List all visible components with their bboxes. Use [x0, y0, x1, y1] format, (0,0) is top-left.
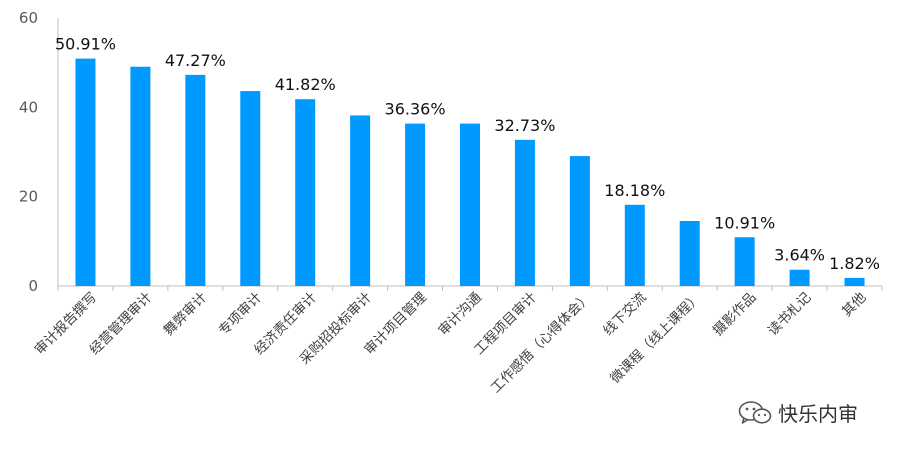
category-label: 读书札记 [765, 290, 814, 339]
y-tick-label: 0 [28, 277, 38, 295]
watermark-text: 快乐内审 [778, 402, 858, 426]
bar [844, 277, 865, 286]
data-label: 18.18% [604, 181, 665, 200]
data-label: 47.27% [165, 51, 226, 70]
y-tick-label: 60 [19, 9, 38, 27]
data-label: 41.82% [275, 75, 336, 94]
data-label: 32.73% [494, 116, 555, 135]
bar [569, 156, 590, 286]
bar [130, 66, 151, 287]
y-tick-label: 40 [19, 98, 38, 116]
bar [514, 139, 535, 286]
bar [734, 237, 755, 286]
bar [405, 123, 426, 286]
bar [679, 221, 700, 286]
data-label: 10.91% [714, 213, 775, 232]
bar [624, 204, 645, 286]
y-tick-label: 20 [19, 188, 38, 206]
category-label: 专项审计 [216, 290, 265, 339]
category-label: 线下交流 [599, 288, 650, 339]
data-label: 50.91% [55, 35, 116, 54]
watermark: 快乐内审 [738, 398, 858, 427]
category-label: 审计沟通 [435, 289, 485, 339]
bar [460, 123, 480, 286]
bar [350, 115, 371, 286]
bar [295, 99, 316, 286]
data-label: 3.64% [774, 246, 825, 265]
data-label: 36.36% [385, 100, 446, 119]
bar [185, 74, 206, 287]
category-label: 工作感悟（心得体会） [487, 289, 594, 396]
bar [789, 269, 810, 286]
data-label: 1.82% [829, 254, 880, 273]
wechat-icon [738, 400, 772, 424]
category-label: 其他 [839, 290, 869, 320]
category-label: 微课程（线上课程） [607, 290, 704, 387]
bar [240, 91, 261, 286]
category-label: 摄影作品 [710, 290, 759, 339]
bar [75, 58, 96, 286]
category-label: 舞弊审计 [161, 290, 210, 339]
